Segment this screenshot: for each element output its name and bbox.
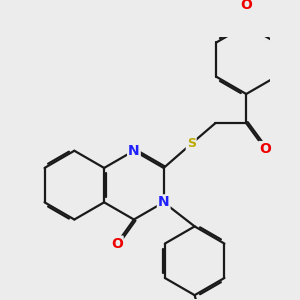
Text: N: N: [158, 195, 170, 209]
Text: O: O: [259, 142, 271, 156]
Text: O: O: [240, 0, 252, 12]
Text: N: N: [128, 144, 140, 158]
Text: O: O: [111, 237, 123, 250]
Text: S: S: [187, 137, 196, 150]
